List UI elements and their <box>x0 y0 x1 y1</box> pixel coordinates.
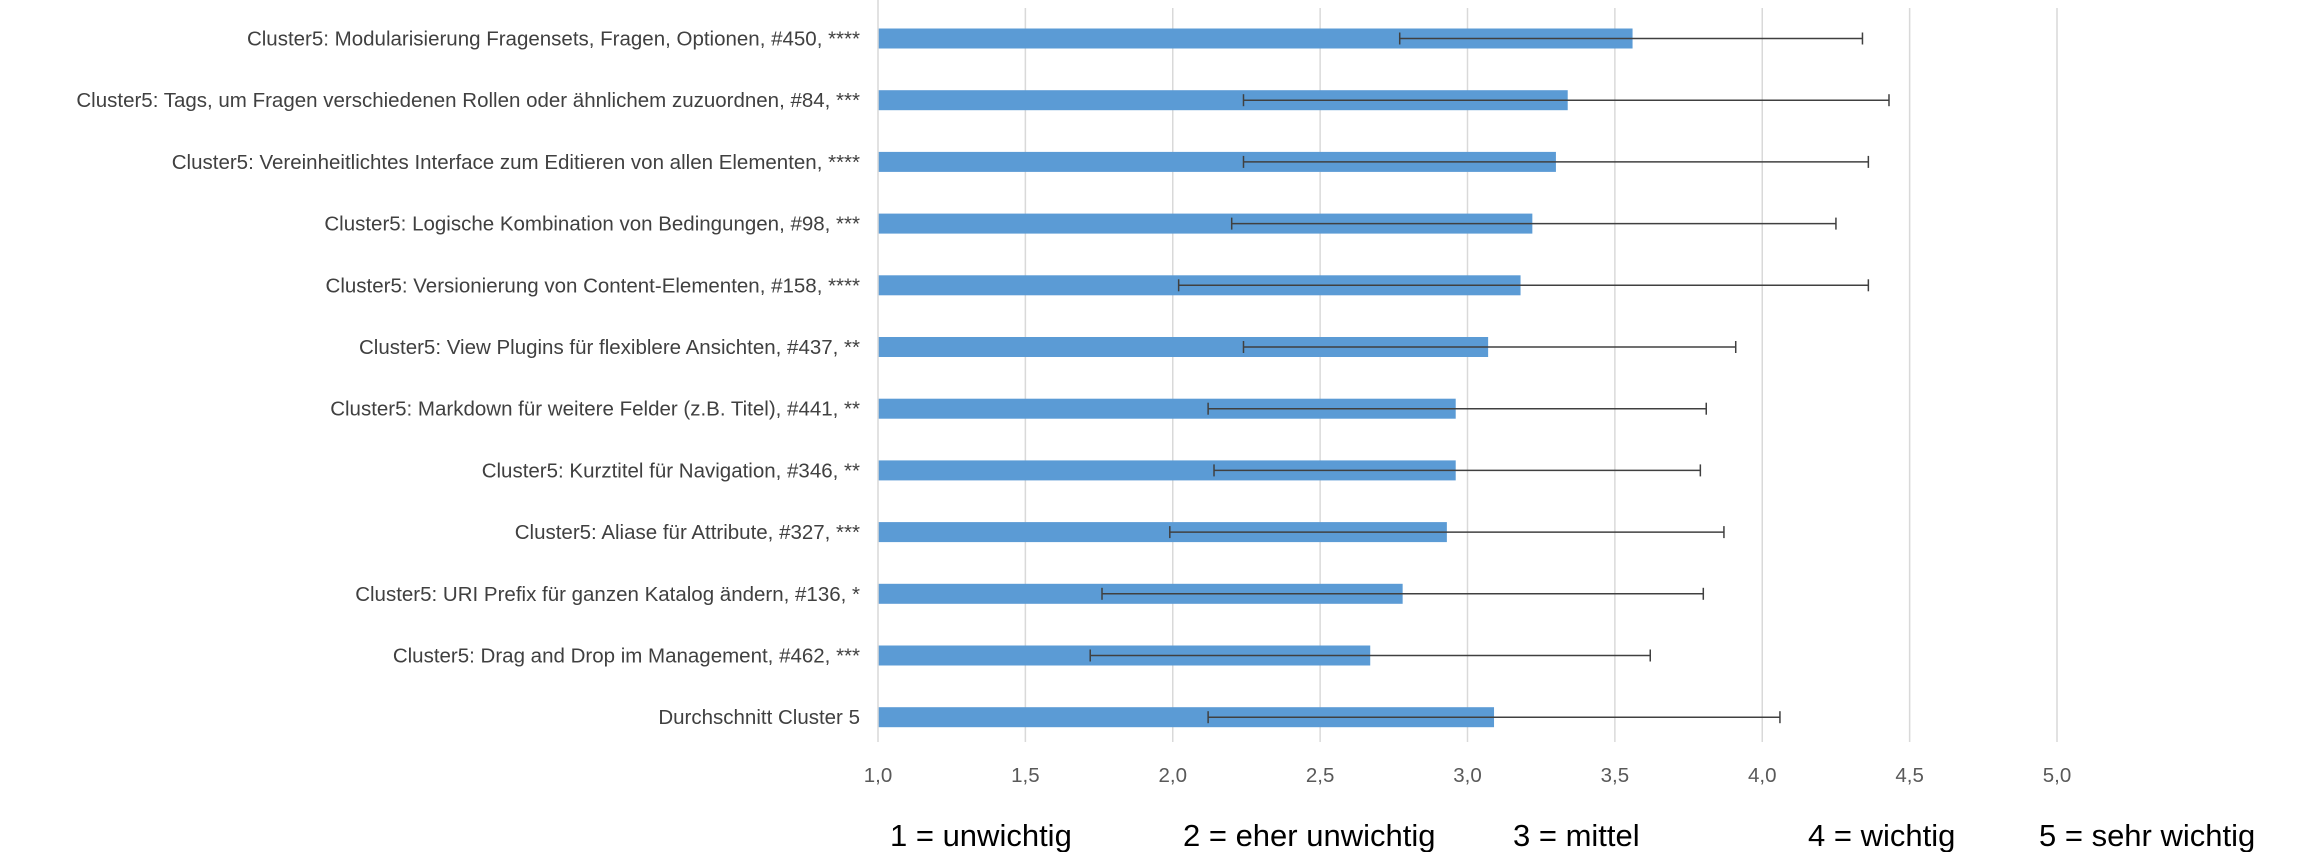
bar <box>878 213 1533 234</box>
bar <box>878 337 1489 357</box>
x-tick-label: 1,5 <box>1011 764 1040 787</box>
error-bar <box>1242 94 1890 107</box>
legend-item-2: 2 = eher unwichtig <box>1183 818 1435 852</box>
error-bars <box>1089 32 1890 724</box>
scale-legend: 1 = unwichtig 2 = eher unwichtig 3 = mit… <box>890 818 2255 852</box>
x-tick-label: 3,5 <box>1601 764 1630 787</box>
category-label: Cluster5: Markdown für weitere Felder (z… <box>330 398 860 421</box>
category-labels: Cluster5: Modularisierung Fragensets, Fr… <box>76 28 860 730</box>
error-bar <box>1089 649 1651 662</box>
legend-item-1: 1 = unwichtig <box>890 818 1072 852</box>
error-bar <box>1213 464 1702 477</box>
error-bar <box>1242 341 1737 353</box>
category-label: Cluster5: Aliase für Attribute, #327, **… <box>515 521 860 544</box>
x-tick-label: 2,0 <box>1159 764 1188 787</box>
x-tick-label: 2,5 <box>1306 764 1335 787</box>
grid-lines <box>1024 8 2058 742</box>
x-tick-label: 3,0 <box>1453 764 1482 787</box>
error-bar <box>1398 32 1864 45</box>
x-tick-label: 4,5 <box>1895 764 1924 787</box>
error-bar <box>1207 402 1707 415</box>
bar <box>878 460 1456 481</box>
error-bar <box>1207 711 1781 724</box>
x-tick-label: 1,0 <box>864 764 893 787</box>
error-bar <box>1230 217 1837 230</box>
category-label: Cluster5: View Plugins für flexiblere An… <box>359 336 860 359</box>
bar <box>878 28 1633 49</box>
x-tick-label: 5,0 <box>2043 764 2072 787</box>
category-label: Cluster5: Vereinheitlichtes Interface zu… <box>172 151 860 174</box>
x-tick-label: 4,0 <box>1748 764 1777 787</box>
category-label: Cluster5: Logische Kombination von Bedin… <box>324 213 860 236</box>
bar <box>878 398 1456 419</box>
category-label: Cluster5: Kurztitel für Navigation, #346… <box>482 459 860 482</box>
category-label: Durchschnitt Cluster 5 <box>658 706 860 729</box>
category-label: Cluster5: URI Prefix für ganzen Katalog … <box>355 583 860 606</box>
bar <box>878 90 1568 111</box>
category-label: Cluster5: Versionierung von Content-Elem… <box>326 274 860 297</box>
bars <box>878 28 1633 728</box>
category-label: Cluster5: Drag and Drop im Management, #… <box>393 645 860 668</box>
category-label: Cluster5: Modularisierung Fragensets, Fr… <box>247 28 860 51</box>
error-bar <box>1169 526 1725 539</box>
error-bar <box>1101 587 1705 600</box>
bar <box>878 151 1556 172</box>
error-bar <box>1242 155 1870 168</box>
bar <box>878 522 1447 543</box>
bar <box>878 707 1495 728</box>
legend-item-3: 3 = mittel <box>1513 818 1640 852</box>
legend-item-4: 4 = wichtig <box>1808 818 1955 852</box>
legend-item-5: 5 = sehr wichtig <box>2039 818 2255 852</box>
category-label: Cluster5: Tags, um Fragen verschiedenen … <box>76 89 860 112</box>
error-bar <box>1177 279 1870 292</box>
x-tick-labels: 1,0 1,5 2,0 2,5 3,0 3,5 4,0 4,5 5,0 <box>864 764 2072 787</box>
